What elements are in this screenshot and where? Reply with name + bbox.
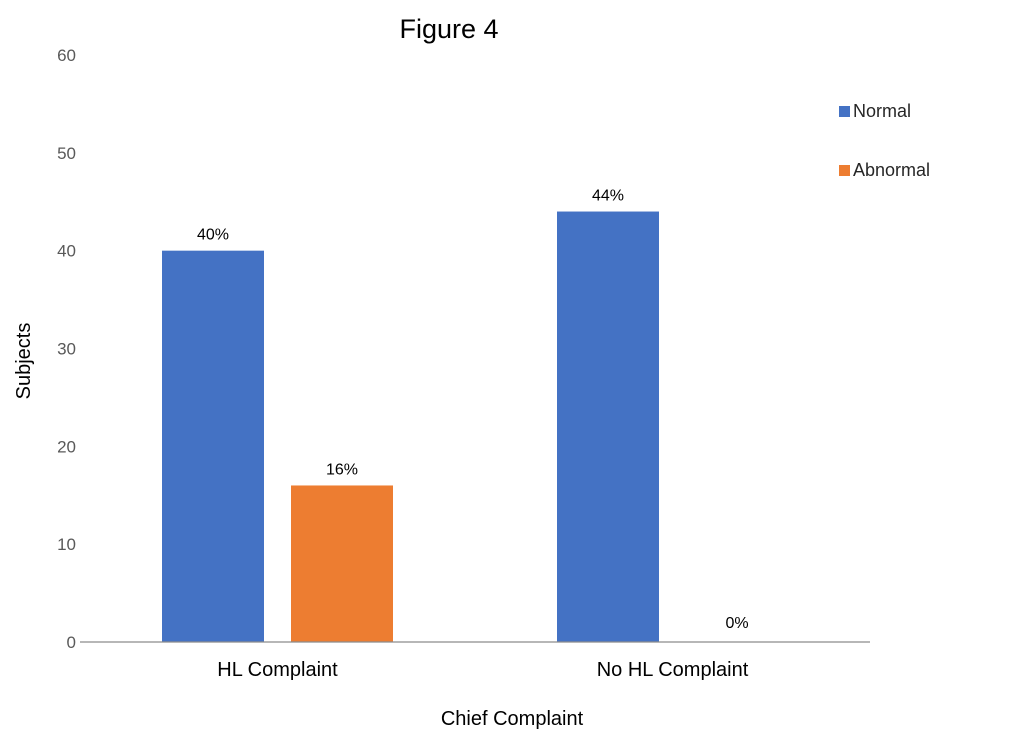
data-label-abnormal-1: 16% <box>326 461 358 478</box>
x-axis-title: Chief Complaint <box>441 708 584 730</box>
data-label-normal-2: 44% <box>592 188 624 205</box>
category-label: No HL Complaint <box>597 659 749 681</box>
bars-group <box>162 211 659 643</box>
y-tick-label: 50 <box>57 144 76 163</box>
y-tick-label: 40 <box>57 242 76 261</box>
y-tick-label: 20 <box>57 437 76 456</box>
legend-swatch-normal <box>839 106 850 117</box>
y-tick-label: 30 <box>57 340 76 359</box>
legend: Normal Abnormal <box>839 101 930 180</box>
bar-normal-2 <box>557 211 659 643</box>
y-tick-label: 0 <box>67 633 76 652</box>
legend-label-normal: Normal <box>853 101 911 121</box>
y-tick-label: 60 <box>57 46 76 65</box>
category-label: HL Complaint <box>217 659 338 681</box>
bar-normal-1 <box>162 250 264 642</box>
data-label-abnormal-2: 0% <box>725 615 748 632</box>
legend-label-abnormal: Abnormal <box>853 160 930 180</box>
legend-swatch-abnormal <box>839 165 850 176</box>
y-axis-ticks: 0 10 20 30 40 50 60 <box>57 46 76 652</box>
data-label-normal-1: 40% <box>197 227 229 244</box>
category-labels-group: HL Complaint No HL Complaint <box>217 659 748 681</box>
chart-title: Figure 4 <box>399 14 498 44</box>
data-labels-group: 40% 16% 44% 0% <box>197 188 749 632</box>
bar-abnormal-1 <box>291 485 393 642</box>
y-tick-label: 10 <box>57 535 76 554</box>
y-axis-title: Subjects <box>13 323 35 400</box>
